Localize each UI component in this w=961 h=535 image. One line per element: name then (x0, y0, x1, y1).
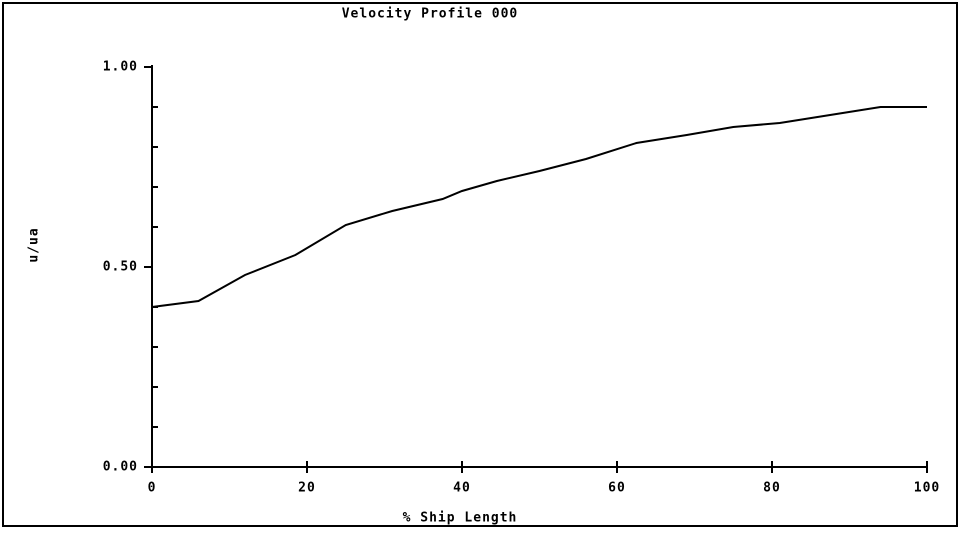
x-tick-label: 80 (763, 481, 781, 496)
y-tick-label: 1.00 (103, 60, 138, 75)
frame (2, 2, 958, 527)
x-tick-label: 20 (298, 481, 316, 496)
y-axis-label: u/ua (27, 227, 42, 262)
x-tick-label: 40 (453, 481, 471, 496)
x-axis-label: % Ship Length (403, 511, 518, 526)
x-tick-label: 0 (148, 481, 157, 496)
chart-title: Velocity Profile 000 (342, 7, 519, 22)
y-tick-label: 0.50 (103, 260, 138, 275)
y-tick-label: 0.00 (103, 460, 138, 475)
line (151, 106, 927, 308)
x-tick-label: 100 (914, 481, 940, 496)
x-tick-label: 60 (608, 481, 626, 496)
